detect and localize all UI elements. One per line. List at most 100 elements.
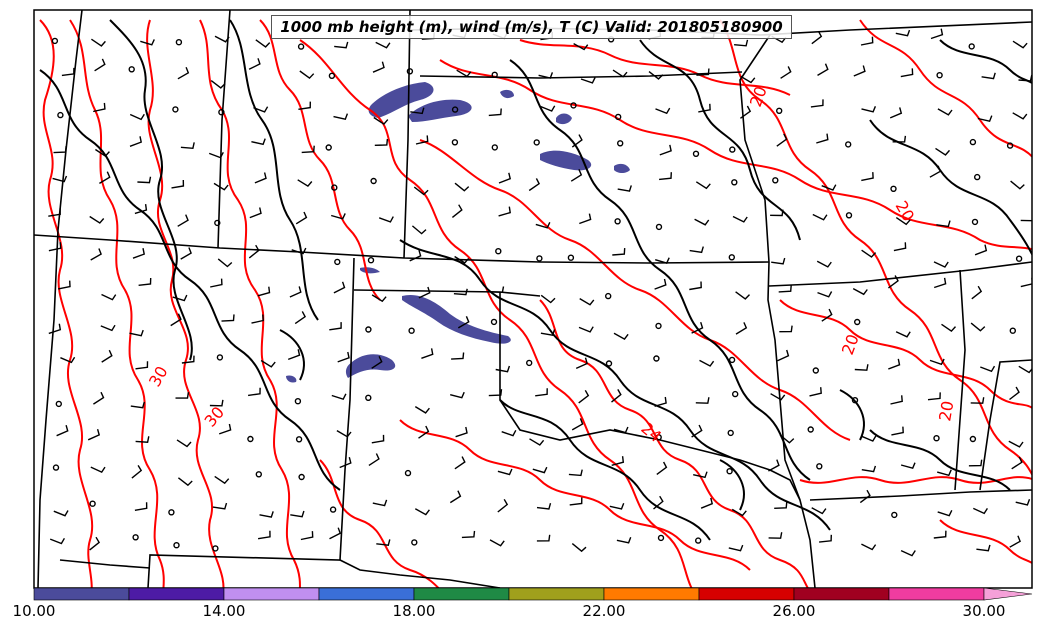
wind-barb — [809, 387, 822, 397]
wind-barb — [376, 539, 391, 546]
calm-wind-marker — [1015, 255, 1023, 262]
calm-wind-marker — [298, 473, 305, 481]
wind-barb — [779, 434, 795, 444]
wind-barb — [451, 352, 465, 360]
wind-barb — [371, 294, 387, 303]
wind-barb — [578, 326, 594, 333]
calm-wind-marker — [172, 106, 179, 113]
wind-barb — [498, 172, 512, 184]
wind-barb — [929, 165, 942, 178]
wind-barb — [698, 103, 711, 113]
wind-barb — [579, 213, 592, 225]
wind-barb — [130, 401, 145, 409]
wind-barb — [100, 324, 116, 332]
calm-wind-marker — [731, 179, 738, 186]
wind-barb — [817, 291, 833, 298]
wind-barb — [895, 331, 911, 338]
wind-barb — [455, 426, 468, 438]
wind-barb — [56, 425, 69, 437]
wind-barb — [221, 314, 235, 322]
wind-barb — [421, 348, 434, 359]
wind-barb — [811, 507, 827, 515]
wind-barb — [180, 142, 195, 150]
wind-barb — [210, 80, 226, 89]
wind-barb — [214, 35, 230, 43]
wind-barb — [735, 291, 751, 300]
wind-barb — [689, 246, 704, 254]
wind-barb — [740, 75, 756, 84]
wind-barb — [540, 294, 556, 304]
wind-barb — [774, 501, 788, 509]
wind-barb — [653, 495, 664, 510]
calm-wind-marker — [132, 534, 139, 541]
wind-barb — [891, 426, 904, 436]
wind-barb — [217, 258, 233, 268]
wind-barb — [94, 58, 106, 72]
wind-barb — [333, 281, 346, 294]
calm-wind-marker — [57, 111, 64, 119]
calm-wind-marker — [331, 184, 338, 191]
calm-wind-marker — [692, 150, 700, 158]
calm-wind-marker — [655, 223, 663, 231]
wind-barb — [48, 323, 62, 335]
wind-barb — [536, 534, 551, 542]
wind-barb — [859, 489, 871, 504]
calm-wind-marker — [851, 397, 859, 404]
calm-wind-marker — [655, 322, 662, 330]
wind-barb — [299, 70, 315, 80]
calm-wind-marker — [812, 367, 819, 374]
wind-barb — [900, 462, 916, 470]
wind-barb — [295, 211, 308, 225]
wind-barb — [699, 359, 715, 367]
wind-barb — [612, 248, 626, 256]
wind-barb — [817, 63, 829, 77]
wind-barb — [137, 176, 152, 184]
wind-barb — [414, 508, 430, 516]
calm-wind-marker — [1009, 327, 1016, 334]
wind-barb — [453, 288, 468, 296]
wind-barb — [497, 498, 509, 513]
calm-wind-marker — [365, 326, 372, 333]
wind-barb — [53, 146, 67, 154]
calm-wind-marker — [526, 359, 533, 367]
wind-barb — [900, 549, 916, 557]
wind-barb — [571, 543, 587, 553]
wind-barb — [89, 215, 105, 224]
calm-wind-marker — [567, 254, 575, 261]
wind-barb — [214, 475, 230, 485]
wind-barb — [900, 68, 914, 78]
wind-barb — [255, 39, 271, 48]
calm-wind-marker — [411, 539, 418, 546]
wind-barb — [579, 297, 595, 306]
wind-barb — [61, 67, 75, 77]
wind-barb — [654, 396, 667, 407]
wind-barb — [289, 286, 302, 298]
wind-barb — [570, 169, 583, 182]
calm-wind-marker — [732, 390, 739, 398]
wind-barb — [461, 530, 476, 539]
wind-barb — [134, 204, 148, 215]
calm-wind-marker — [367, 257, 375, 264]
calm-wind-marker — [807, 426, 814, 433]
colorbar-segment — [603, 587, 700, 601]
calm-wind-marker — [936, 71, 943, 79]
wind-barb — [497, 468, 513, 476]
wind-barb — [694, 218, 710, 226]
calm-wind-marker — [726, 468, 733, 475]
wind-barb — [980, 365, 996, 373]
wind-barb — [129, 329, 144, 337]
wind-barb — [254, 172, 267, 184]
wind-barb — [95, 148, 110, 158]
wind-barb — [1020, 277, 1032, 288]
calm-wind-marker — [89, 500, 96, 507]
wind-barb — [260, 359, 276, 368]
wind-barb — [454, 456, 466, 470]
calm-wind-marker — [615, 113, 622, 121]
wind-barb — [415, 135, 429, 145]
wind-barb — [861, 543, 877, 551]
wind-barb — [175, 392, 190, 399]
calm-wind-marker — [495, 247, 502, 255]
wind-barb — [249, 207, 262, 219]
wind-barb — [770, 209, 784, 217]
wind-barb — [170, 313, 182, 327]
